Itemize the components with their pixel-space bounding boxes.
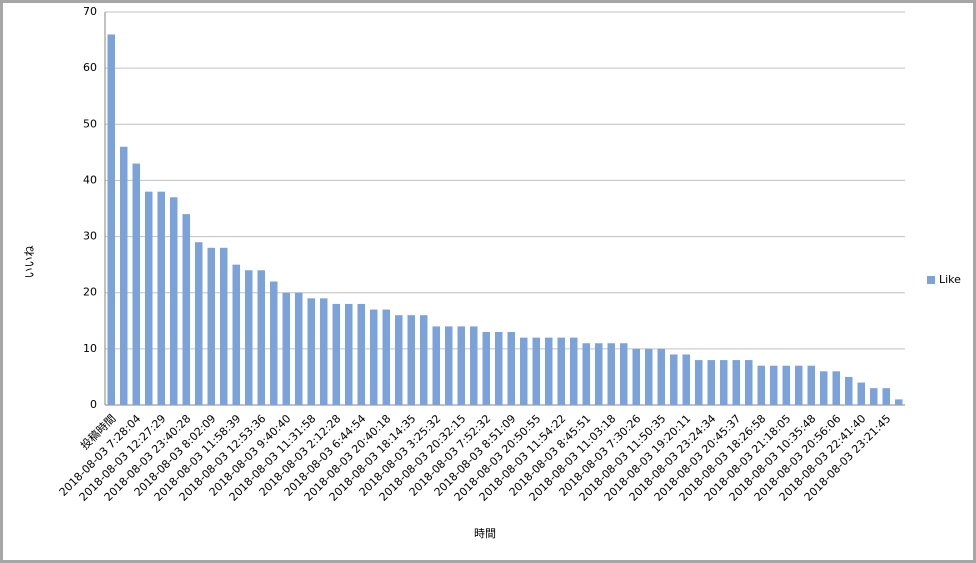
bar (645, 348, 653, 405)
bar (732, 360, 740, 405)
bar (895, 399, 903, 405)
bar (820, 371, 828, 405)
bar (107, 34, 115, 405)
bar (745, 360, 753, 405)
bar (770, 365, 778, 405)
bar (845, 376, 853, 405)
bar (632, 348, 640, 405)
bar (870, 388, 878, 405)
bar (120, 146, 128, 405)
bar (182, 214, 190, 405)
y-tick-label: 0 (90, 398, 97, 411)
bar (682, 354, 690, 405)
y-tick-label: 50 (83, 117, 97, 130)
bar (782, 365, 790, 405)
bar (807, 365, 815, 405)
bar (132, 163, 140, 405)
bar (145, 191, 153, 405)
bar (795, 365, 803, 405)
bar (570, 337, 578, 405)
bar (832, 371, 840, 405)
bar (557, 337, 565, 405)
y-tick-label: 10 (83, 342, 97, 355)
bar (395, 315, 403, 405)
bar (370, 309, 378, 405)
bar (170, 197, 178, 405)
bar (207, 247, 215, 405)
bar (307, 298, 315, 405)
bar (407, 315, 415, 405)
bar (470, 326, 478, 405)
x-axis-title: 時間 (474, 527, 496, 540)
bar (620, 343, 628, 405)
bar (257, 270, 265, 405)
bar (595, 343, 603, 405)
bar (582, 343, 590, 405)
y-tick-label: 60 (83, 61, 97, 74)
y-tick-label: 70 (83, 5, 97, 18)
bar (220, 247, 228, 405)
y-axis-title: いいね (23, 246, 36, 279)
bar (707, 360, 715, 405)
bar (420, 315, 428, 405)
bar (657, 348, 665, 405)
y-tick-label: 40 (83, 173, 97, 186)
bar (382, 309, 390, 405)
legend-label: Like (939, 273, 961, 286)
y-tick-label: 20 (83, 286, 97, 299)
bar (332, 303, 340, 405)
bar (507, 332, 515, 405)
bar (720, 360, 728, 405)
bar (457, 326, 465, 405)
bar (282, 292, 290, 405)
bar (520, 337, 528, 405)
bar (670, 354, 678, 405)
bar (357, 303, 365, 405)
bar (295, 292, 303, 405)
legend-swatch (927, 276, 935, 284)
bar (882, 388, 890, 405)
bar (607, 343, 615, 405)
bar (432, 326, 440, 405)
y-tick-label: 30 (83, 230, 97, 243)
bar (320, 298, 328, 405)
bar (545, 337, 553, 405)
bar (695, 360, 703, 405)
bar (445, 326, 453, 405)
bar (482, 332, 490, 405)
bar (857, 382, 865, 405)
bar (757, 365, 765, 405)
bar (245, 270, 253, 405)
bar (495, 332, 503, 405)
bar (157, 191, 165, 405)
bar (532, 337, 540, 405)
bar (345, 303, 353, 405)
bar (195, 242, 203, 405)
bar (232, 264, 240, 405)
bar (270, 281, 278, 405)
